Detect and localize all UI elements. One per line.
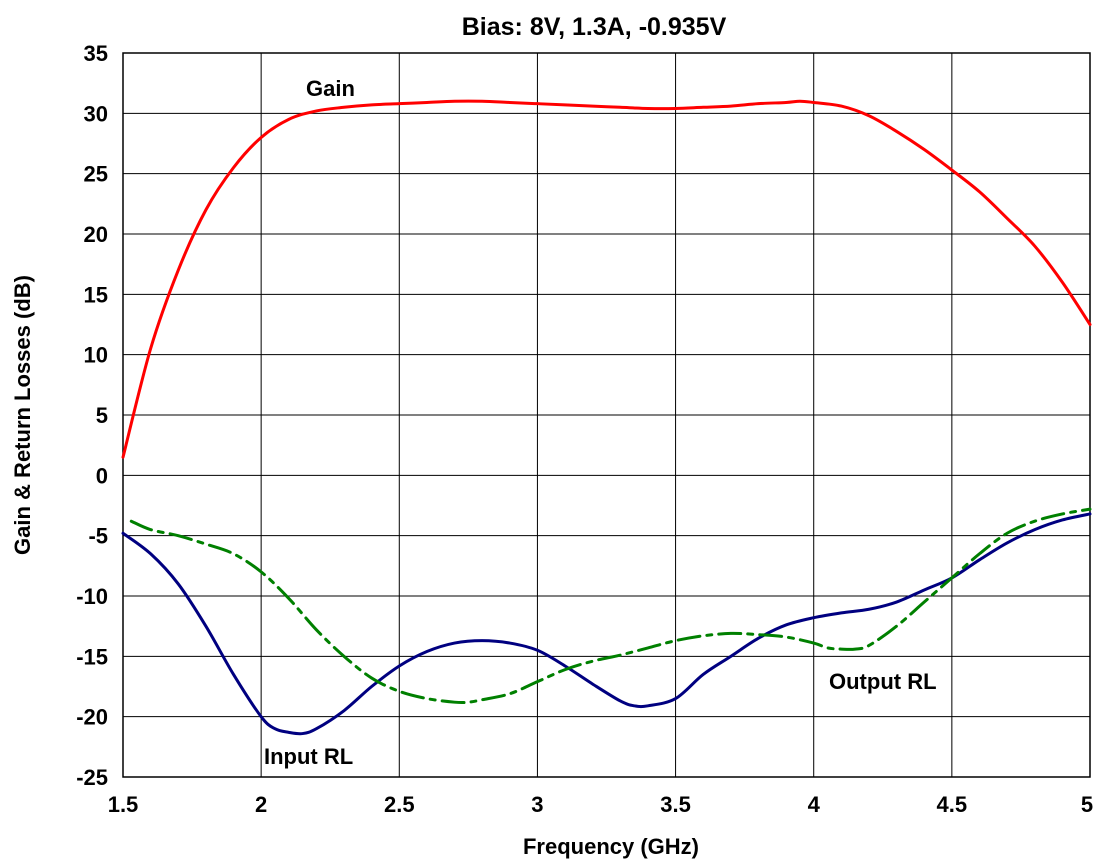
x-tick-label: 4 [808, 792, 821, 817]
y-tick-label: 35 [84, 41, 108, 66]
y-tick-label: 10 [84, 343, 108, 368]
y-tick-label: -10 [76, 584, 108, 609]
x-tick-label: 4.5 [937, 792, 968, 817]
series-line-gain [121, 99, 1092, 459]
annotation-output-rl: Output RL [829, 669, 937, 694]
annotation-input-rl: Input RL [264, 744, 353, 769]
x-tick-label: 1.5 [108, 792, 139, 817]
y-tick-label: 5 [96, 403, 108, 428]
series-line-output-rl [129, 507, 1092, 705]
plot-frame [122, 52, 1091, 778]
y-tick-label: 20 [84, 222, 108, 247]
y-tick-label: 25 [84, 162, 108, 187]
x-tick-label: 3.5 [660, 792, 691, 817]
y-tick-label: -15 [76, 644, 108, 669]
annotation-gain: Gain [306, 76, 355, 101]
y-tick-labels: -25 -20 -15 -10 -5 0 5 10 15 20 25 30 35 [76, 41, 108, 790]
x-tick-label: 5 [1081, 792, 1093, 817]
x-tick-label: 3 [531, 792, 543, 817]
y-tick-label: -5 [88, 524, 108, 549]
x-tick-label: 2 [255, 792, 267, 817]
y-tick-label: 15 [84, 282, 108, 307]
y-tick-label: -20 [76, 705, 108, 730]
chart-title: Bias: 8V, 1.3A, -0.935V [462, 13, 727, 41]
series-line-input-rl [121, 512, 1092, 736]
x-tick-labels: 1.5 2 2.5 3 3.5 4 4.5 5 [108, 792, 1093, 817]
y-tick-label: 30 [84, 101, 108, 126]
y-tick-label: 0 [96, 463, 108, 488]
series-lines [121, 99, 1092, 736]
y-tick-label: -25 [76, 765, 108, 790]
x-tick-label: 2.5 [384, 792, 415, 817]
x-axis-label: Frequency (GHz) [523, 834, 699, 859]
y-axis-label: Gain & Return Losses (dB) [10, 275, 35, 555]
grid-lines [123, 53, 1090, 777]
